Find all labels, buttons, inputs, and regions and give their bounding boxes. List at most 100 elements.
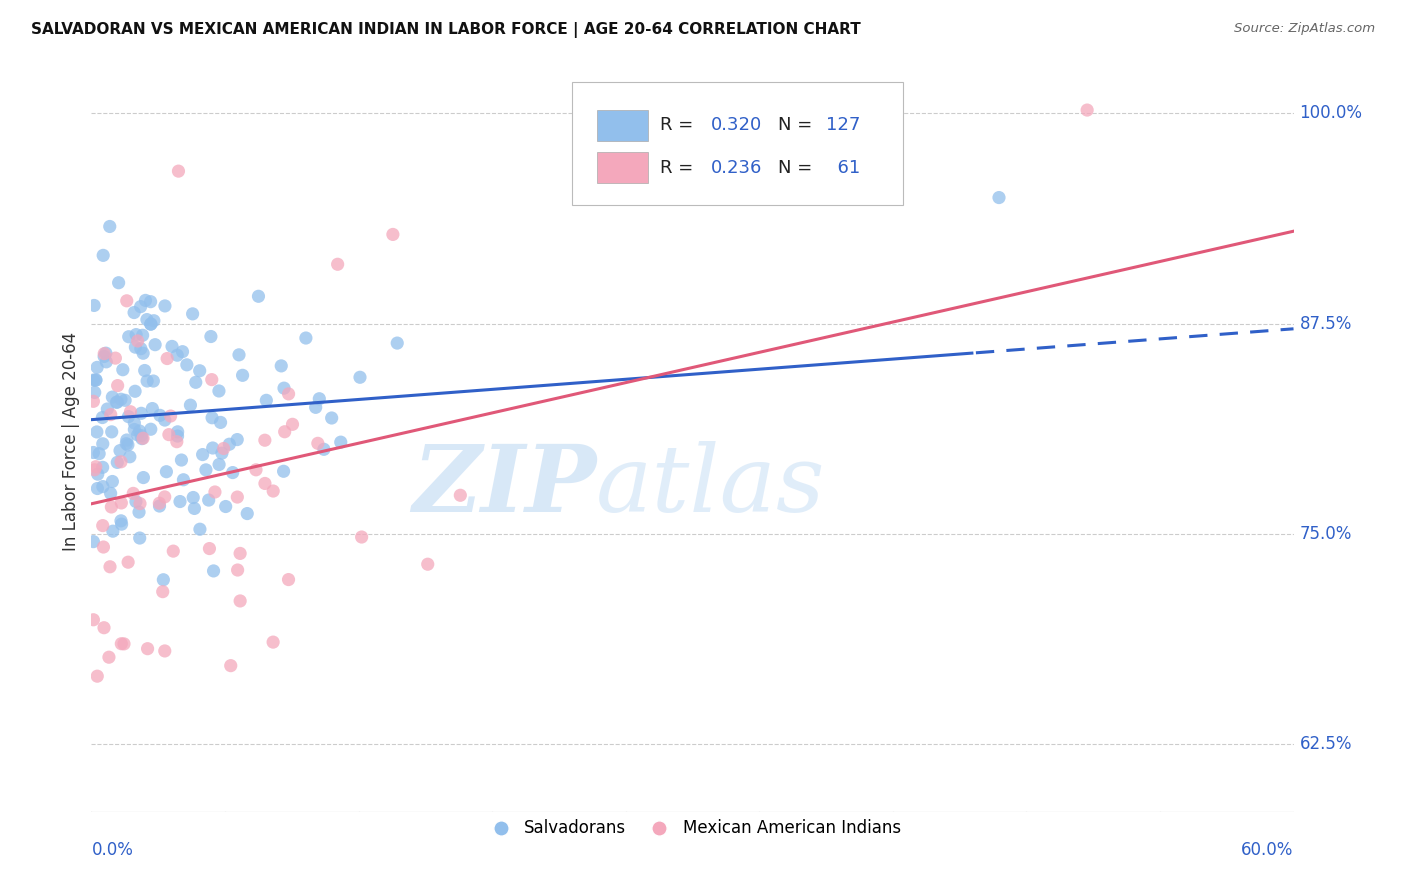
Point [181,491,204,505]
Point [82,445,104,459]
Point [127,334,149,348]
Point [135,312,157,326]
Text: 61: 61 [825,159,860,177]
Point [83,463,105,477]
Point [142,314,165,328]
Point [104,351,127,365]
Point [228,348,250,362]
Point [277,573,299,587]
Point [277,387,299,401]
Point [98,559,121,574]
Point [86,669,108,683]
Text: 75.0%: 75.0% [1299,525,1353,543]
Point [118,330,141,344]
Point [115,436,138,450]
Point [350,530,373,544]
Point [118,450,141,464]
Point [208,458,231,472]
Point [159,409,181,423]
Point [114,393,136,408]
Point [169,494,191,508]
Point [226,490,249,504]
Point [312,442,335,457]
Point [988,190,1011,204]
Point [96,402,118,417]
Point [211,446,233,460]
Point [202,564,225,578]
Point [91,248,114,262]
Text: Source: ZipAtlas.com: Source: ZipAtlas.com [1234,22,1375,36]
Point [254,393,277,408]
Point [201,410,224,425]
Text: 0.236: 0.236 [710,159,762,177]
Point [84,373,107,387]
Point [139,422,162,436]
Point [201,373,224,387]
Point [387,336,409,351]
Point [93,346,115,360]
Text: R =: R = [659,159,699,177]
Point [194,463,217,477]
Point [96,355,118,369]
Point [321,411,343,425]
Point [132,346,155,360]
Point [148,496,170,510]
Point [124,416,146,430]
Point [82,394,104,409]
Point [188,364,211,378]
Point [86,360,108,375]
Point [221,466,243,480]
Point [91,480,114,494]
Point [120,405,142,419]
Point [129,497,152,511]
Point [100,486,122,500]
Point [98,219,121,234]
Point [200,329,222,343]
Point [166,429,188,443]
Point [153,413,176,427]
Point [156,351,179,366]
Point [416,558,439,572]
Point [170,453,193,467]
Point [107,276,129,290]
Point [124,423,146,437]
Point [191,448,214,462]
FancyBboxPatch shape [598,110,648,141]
Point [253,434,276,448]
Point [198,541,221,556]
Point [110,496,132,510]
Point [134,363,156,377]
Point [101,390,124,404]
Point [134,293,156,308]
Point [86,425,108,439]
Point [329,435,352,450]
Point [152,584,174,599]
Point [122,486,145,500]
Point [160,339,183,353]
Y-axis label: In Labor Force | Age 20-64: In Labor Force | Age 20-64 [62,332,80,551]
Point [247,289,270,303]
Point [153,299,176,313]
Point [226,563,249,577]
Legend: Salvadorans, Mexican American Indians: Salvadorans, Mexican American Indians [477,813,908,844]
Point [110,392,132,407]
Point [305,401,328,415]
Point [128,531,150,545]
Point [184,376,207,390]
Point [381,227,404,242]
Text: 0.320: 0.320 [710,117,762,135]
Point [89,447,111,461]
Point [262,483,284,498]
Point [107,378,129,392]
Point [117,555,139,569]
Point [125,494,148,508]
Point [110,517,132,532]
Point [84,459,107,474]
Point [105,395,128,409]
Point [273,464,295,478]
Point [349,370,371,384]
Point [219,658,242,673]
Text: 60.0%: 60.0% [1241,841,1294,859]
Point [152,573,174,587]
Point [94,346,117,360]
